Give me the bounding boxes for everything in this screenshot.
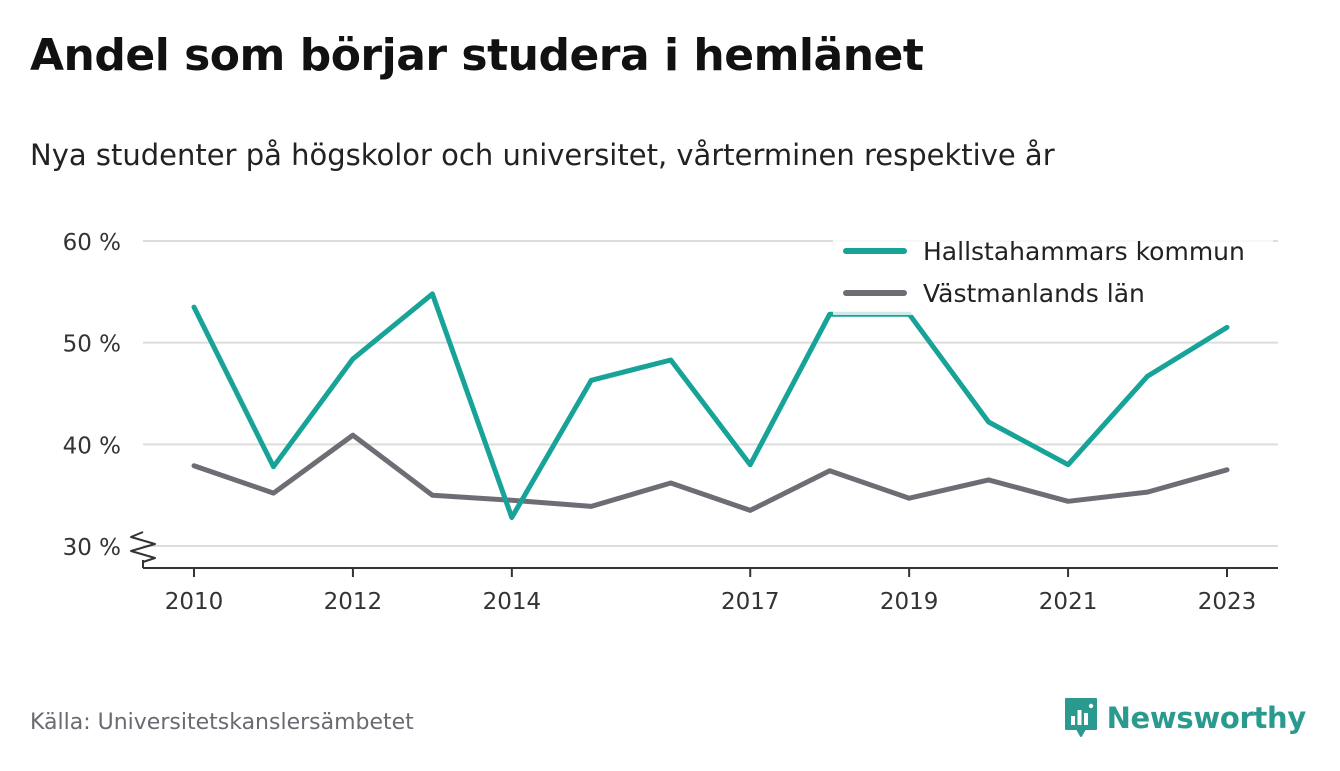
y-tick-label: 30 % bbox=[63, 535, 121, 561]
x-tick-label: 2019 bbox=[880, 589, 939, 615]
legend-background bbox=[833, 227, 1273, 315]
x-tick-label: 2021 bbox=[1039, 589, 1098, 615]
y-tick-label: 60 % bbox=[63, 230, 121, 256]
legend: Hallstahammars kommun Västmanlands län bbox=[833, 227, 1273, 315]
brand-logo: Newsworthy bbox=[1063, 696, 1306, 740]
x-axis-ticks: 2010 2012 2014 2017 2019 2021 2023 bbox=[165, 568, 1257, 615]
x-tick-label: 2014 bbox=[483, 589, 542, 615]
chart-subtitle: Nya studenter på högskolor och universit… bbox=[30, 138, 1055, 172]
legend-label: Västmanlands län bbox=[923, 279, 1145, 308]
x-tick-label: 2023 bbox=[1198, 589, 1257, 615]
legend-label: Hallstahammars kommun bbox=[923, 237, 1245, 266]
series-line-v-stmanlands-l-n bbox=[191, 432, 1230, 513]
series-lines bbox=[191, 291, 1230, 520]
line-chart: 60 % 50 % 40 % 30 % 2010 2012 2014 2017 2019 202… bbox=[62, 227, 1278, 615]
y-tick-label: 50 % bbox=[63, 332, 121, 358]
x-tick-label: 2017 bbox=[721, 589, 780, 615]
y-tick-label: 40 % bbox=[63, 433, 121, 459]
brand-name: Newsworthy bbox=[1106, 701, 1307, 735]
series-line-hallstahammars-kommun bbox=[191, 291, 1230, 520]
chart-title: Andel som börjar studera i hemlänet bbox=[30, 30, 924, 81]
x-axis bbox=[130, 531, 1278, 569]
x-tick-label: 2012 bbox=[324, 589, 383, 615]
x-tick-label: 2010 bbox=[165, 589, 224, 615]
y-axis-ticks: 60 % 50 % 40 % 30 % bbox=[63, 230, 121, 561]
source-note: Källa: Universitetskanslersämbetet bbox=[30, 710, 414, 735]
axis-break-icon bbox=[130, 531, 156, 563]
newsworthy-logo-icon bbox=[1064, 698, 1097, 737]
